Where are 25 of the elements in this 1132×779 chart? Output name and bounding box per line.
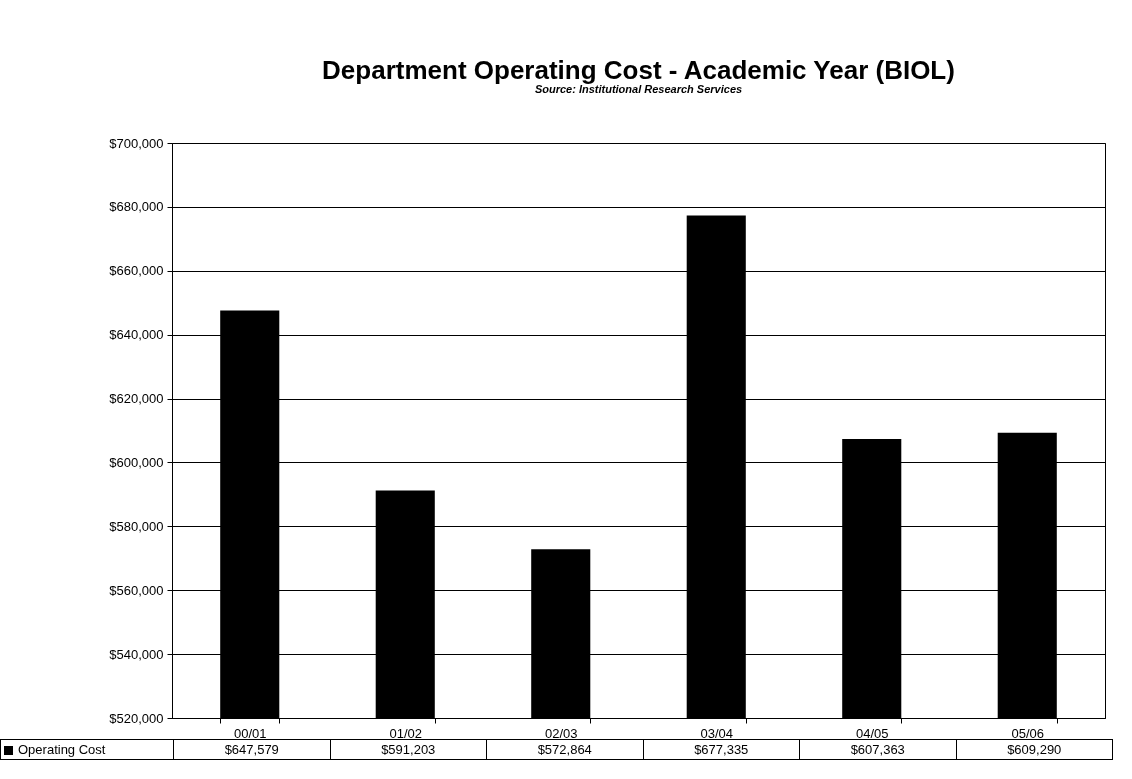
x-tick-label: 02/03 (544, 725, 578, 741)
data-label: $572,864 (486, 739, 643, 760)
legend-label: Operating Cost (0, 739, 174, 760)
x-tick-label: 00/01 (233, 725, 267, 741)
chart-title: Department Operating Cost - Academic Year (BIOL) (322, 55, 955, 85)
x-tick-label: 03/04 (700, 725, 734, 741)
data-label: $609,290 (956, 739, 1113, 760)
chart-subtitle: Source: Institutional Research Services (534, 83, 743, 95)
y-tick-label: $580,000 (109, 518, 164, 534)
y-tick-label: $560,000 (109, 582, 164, 598)
data-label: $677,335 (643, 739, 800, 760)
y-tick-label: $640,000 (109, 327, 164, 343)
y-tick-label: $540,000 (109, 646, 164, 662)
y-tick-label: $680,000 (109, 199, 164, 215)
y-tick-label: $700,000 (109, 135, 164, 151)
data-label: $647,579 (173, 739, 330, 760)
y-tick-label: $600,000 (109, 454, 164, 470)
data-label: $607,363 (799, 739, 956, 760)
y-tick-label: $660,000 (109, 263, 164, 279)
y-tick-label: $620,000 (109, 391, 164, 407)
x-tick-label: 01/02 (389, 725, 423, 741)
x-tick-label: 04/05 (855, 725, 889, 741)
x-tick-label: 05/06 (1011, 725, 1045, 741)
y-tick-label: $520,000 (109, 710, 164, 726)
data-label: $591,203 (330, 739, 487, 760)
